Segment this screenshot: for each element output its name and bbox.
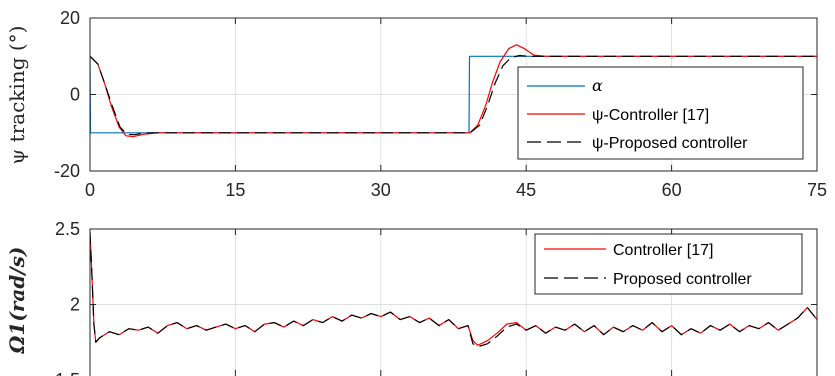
y-tick-label: 20 — [60, 8, 80, 28]
series-line-1 — [90, 44, 817, 138]
x-tick-label: 30 — [371, 180, 391, 200]
series-line-2 — [90, 54, 817, 136]
x-tick-label: 60 — [662, 180, 682, 200]
x-tick-label: 15 — [225, 180, 245, 200]
y-tick-label: 1.5 — [55, 370, 80, 376]
y-tick-label: 0 — [70, 85, 80, 105]
omega-axes-box — [89, 228, 818, 376]
omega-ticks: 1.5 2 2.5 — [55, 219, 818, 376]
omega-y-axis-label: Ω1(rad/s) — [5, 247, 29, 355]
omega-legend: Controller [17] Proposed controller — [534, 233, 803, 295]
tracking-legend-box — [517, 66, 804, 160]
series-line-1 — [90, 231, 817, 348]
x-tick-label: 75 — [807, 180, 827, 200]
legend-psi-proposed-label: ψ-Proposed controller — [592, 135, 748, 152]
y-tick-label: 2.5 — [55, 219, 80, 239]
omega-lines — [90, 231, 817, 348]
omega-legend-box — [534, 233, 803, 295]
legend-controller-label: Controller [17] — [613, 242, 714, 259]
tracking-legend: α ψ-Controller [17] ψ-Proposed controlle… — [517, 66, 804, 160]
legend-proposed-label: Proposed controller — [613, 271, 752, 288]
y-tick-label: -20 — [54, 161, 80, 181]
tracking-y-axis-label: ψ tracking (°) — [5, 26, 29, 165]
x-tick-label: 45 — [516, 180, 536, 200]
y-tick-label: 2 — [70, 295, 80, 315]
legend-psi-controller-label: ψ-Controller [17] — [592, 107, 709, 124]
x-tick-label: 0 — [85, 180, 95, 200]
legend-alpha-label: α — [592, 76, 603, 95]
omega-subplot: 1.5 2 2.5 Ω1(rad/s) Controller [17] Propos… — [5, 219, 818, 376]
